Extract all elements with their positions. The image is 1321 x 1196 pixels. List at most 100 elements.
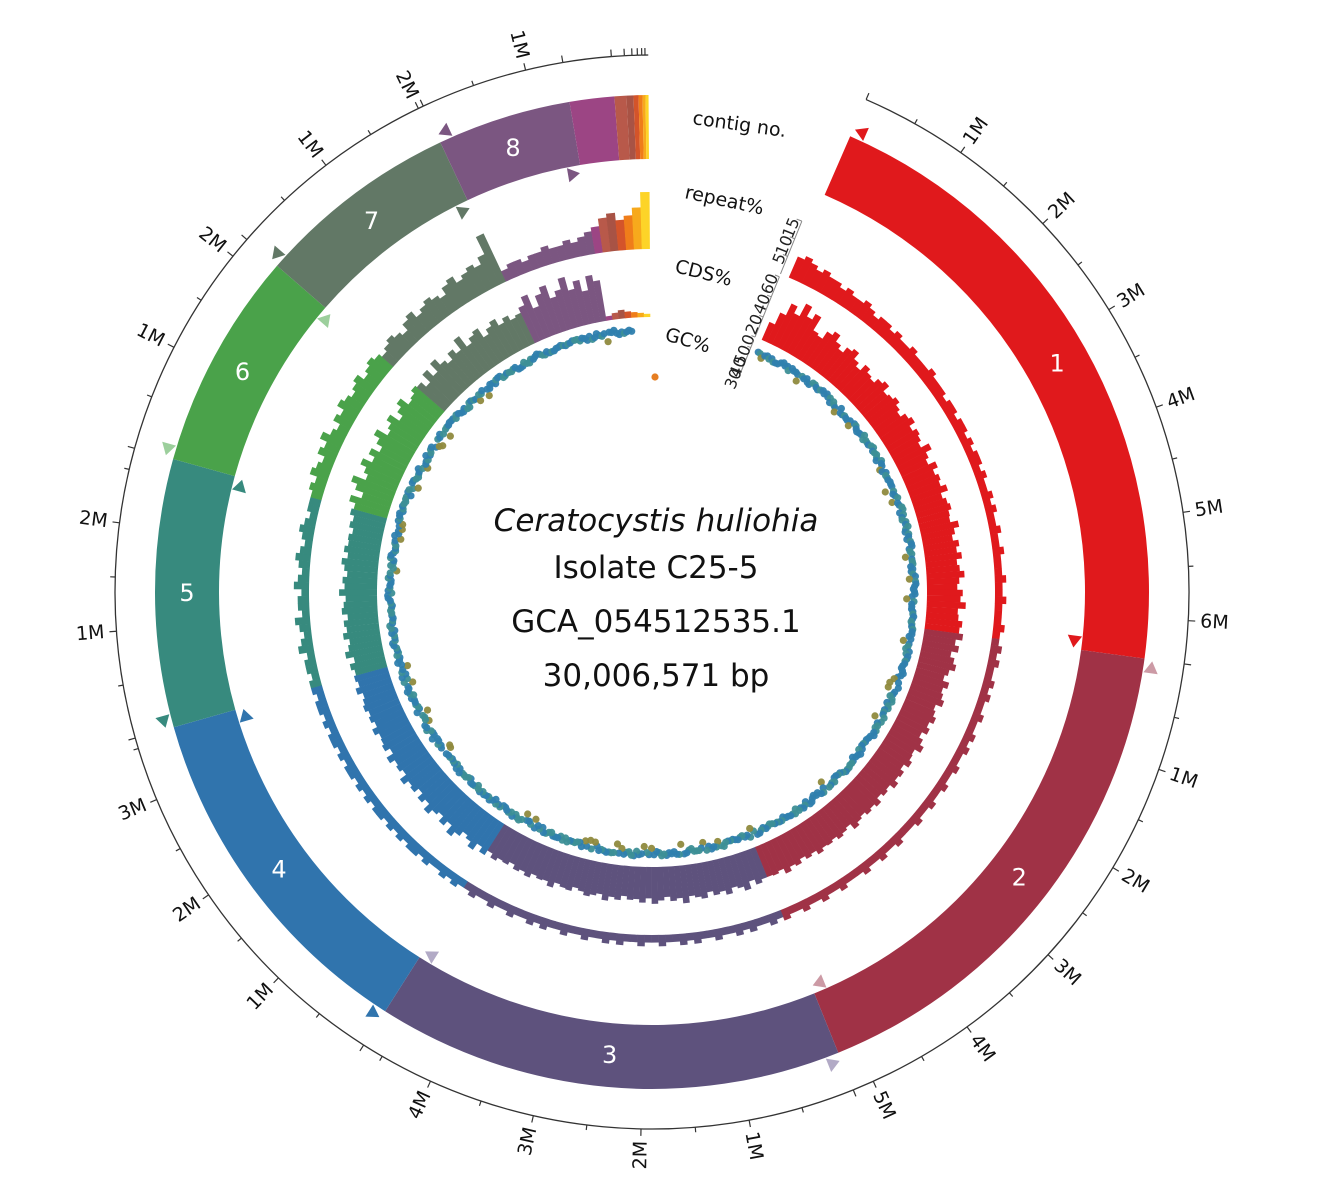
repeat-bar <box>343 761 358 774</box>
cds-bar <box>921 639 960 653</box>
repeat-bar <box>849 298 865 316</box>
repeat-bar <box>445 276 469 307</box>
repeat-bar <box>353 374 377 395</box>
cds-bar <box>408 399 438 425</box>
cds-bar <box>771 303 798 348</box>
repeat-bar <box>896 343 911 357</box>
cds-bar <box>858 769 888 796</box>
gc-point <box>894 494 902 502</box>
repeat-bar <box>364 365 385 383</box>
gc-point <box>888 498 896 507</box>
cds-axis-line <box>754 276 780 338</box>
cds-bar <box>343 545 381 557</box>
cds-bar <box>402 751 432 775</box>
scale-tick-label: 2M <box>1117 864 1153 898</box>
center-title: Ceratocystis huliohia Isolate C25-5 GCA_… <box>494 503 819 694</box>
cds-bar <box>596 862 608 895</box>
gc-point <box>830 408 838 416</box>
gc-point <box>391 537 399 545</box>
gc-point <box>397 535 405 543</box>
cds-axis-tick <box>766 294 772 298</box>
gc-point <box>844 422 852 430</box>
cds-bar <box>923 539 960 552</box>
gc-point <box>871 712 879 720</box>
repeat-bar <box>297 595 310 604</box>
cds-bar <box>523 842 544 878</box>
contig-start-marker <box>162 441 177 456</box>
cds-bar <box>349 655 386 671</box>
cds-bar <box>894 443 932 468</box>
repeat-bar <box>305 664 319 675</box>
contig-segment <box>645 95 649 160</box>
cds-bar <box>924 623 960 634</box>
cds-bar <box>723 856 738 888</box>
repeat-bar <box>570 241 582 259</box>
contig-ring: 1 2 3 4 5 6 7 8 <box>154 95 1149 1089</box>
repeat-bar <box>441 283 463 311</box>
cds-bar <box>903 469 936 488</box>
repeat-bar <box>297 574 310 583</box>
cds-bar <box>844 372 872 400</box>
cds-bar <box>906 473 941 493</box>
scale-tick <box>1156 404 1163 408</box>
scale-tick <box>471 80 475 86</box>
repeat-bar <box>304 539 313 548</box>
cds-bar <box>878 742 913 768</box>
repeat-bar <box>385 818 399 832</box>
cds-bar <box>823 347 853 381</box>
cds-bar <box>814 341 842 374</box>
repeat-bar <box>574 926 583 936</box>
contig-segment <box>638 95 644 160</box>
repeat-bar <box>901 346 918 363</box>
cds-bar <box>759 842 780 876</box>
repeat-bar <box>416 312 435 332</box>
cds-bar <box>487 823 510 854</box>
cds-bar <box>805 331 833 368</box>
repeat-bar <box>294 616 311 626</box>
cds-bar <box>363 466 401 487</box>
cds-bar <box>919 520 960 536</box>
repeat-bar <box>950 418 965 430</box>
cds-bar <box>830 797 860 830</box>
repeat-bar <box>315 698 329 709</box>
repeat-bar <box>363 790 377 804</box>
repeat-bar <box>631 207 643 250</box>
repeat-bar <box>658 934 667 947</box>
repeat-bar <box>527 253 540 271</box>
contig-start-marker <box>825 1058 840 1072</box>
repeat-bar <box>298 560 311 569</box>
cds-bar <box>850 777 882 807</box>
gc-point <box>651 373 659 381</box>
cds-bar <box>476 817 500 848</box>
repeat-bar <box>309 678 322 689</box>
repeat-bar <box>919 368 937 384</box>
cds-bar <box>673 865 683 899</box>
cds-bar <box>679 864 690 904</box>
repeat-bar <box>465 264 488 295</box>
repeat-bar <box>309 466 331 481</box>
cds-bar <box>462 807 487 836</box>
cds-bar <box>397 406 431 434</box>
cds-bar <box>912 492 943 509</box>
cds-bar <box>471 328 501 366</box>
cds-bar <box>381 728 416 752</box>
repeat-bar <box>477 253 500 288</box>
scale-tick <box>202 894 209 900</box>
cds-bar <box>903 698 936 717</box>
repeat-bar <box>501 268 513 282</box>
scale-tick <box>1138 819 1144 823</box>
repeat-bar <box>546 919 557 929</box>
contig-number-label: 8 <box>505 134 520 162</box>
cds-bar <box>765 840 784 872</box>
scale-tick <box>1134 354 1140 358</box>
cds-bar <box>352 528 384 541</box>
cds-bar <box>872 751 905 778</box>
repeat-bar <box>974 470 988 481</box>
scale-tick <box>414 101 419 109</box>
cds-bar <box>926 595 961 603</box>
cds-bar <box>347 533 382 546</box>
repeat-bar <box>402 319 424 342</box>
repeat-bar <box>371 802 386 815</box>
contig-start-marker <box>854 127 869 142</box>
gc-point <box>583 842 591 850</box>
